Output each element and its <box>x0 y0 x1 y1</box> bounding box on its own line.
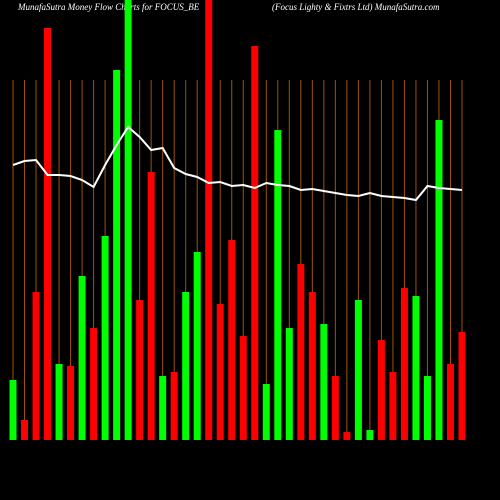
bar <box>124 0 132 440</box>
trend-line <box>12 125 463 202</box>
bar <box>412 296 420 440</box>
bar <box>113 70 121 440</box>
bar <box>170 372 178 440</box>
bar <box>55 364 63 440</box>
chart-title: MunafaSutra Money Flow Charts for FOCUS_… <box>17 2 200 12</box>
bar <box>101 236 109 440</box>
bar <box>78 276 86 440</box>
chart-subtitle: (Focus Lighty & Fixtrs Ltd) MunafaSutra.… <box>272 2 440 12</box>
bar <box>205 0 213 440</box>
bar <box>274 130 282 440</box>
bar <box>182 292 190 440</box>
bar <box>400 288 408 440</box>
bar <box>159 376 167 440</box>
bar <box>389 372 397 440</box>
bar <box>297 264 305 440</box>
bar <box>216 304 224 440</box>
bar <box>423 376 431 440</box>
bar <box>44 28 52 440</box>
bar <box>435 120 443 440</box>
bar <box>366 430 374 440</box>
bar <box>354 300 362 440</box>
bar <box>331 376 339 440</box>
bar <box>446 364 454 440</box>
bar <box>147 172 155 440</box>
bar <box>262 384 270 440</box>
bar <box>308 292 316 440</box>
bar <box>67 366 75 440</box>
bar <box>9 380 17 440</box>
bar <box>251 46 259 440</box>
bar <box>228 240 236 440</box>
bar <box>343 432 351 440</box>
bar <box>377 340 385 440</box>
bar <box>285 328 293 440</box>
bar <box>458 332 466 440</box>
bar <box>136 300 144 440</box>
bar <box>239 336 247 440</box>
bar <box>32 292 40 440</box>
bar <box>320 324 328 440</box>
bar <box>21 420 29 440</box>
plot <box>9 0 466 440</box>
bar <box>193 252 201 440</box>
bar <box>90 328 98 440</box>
